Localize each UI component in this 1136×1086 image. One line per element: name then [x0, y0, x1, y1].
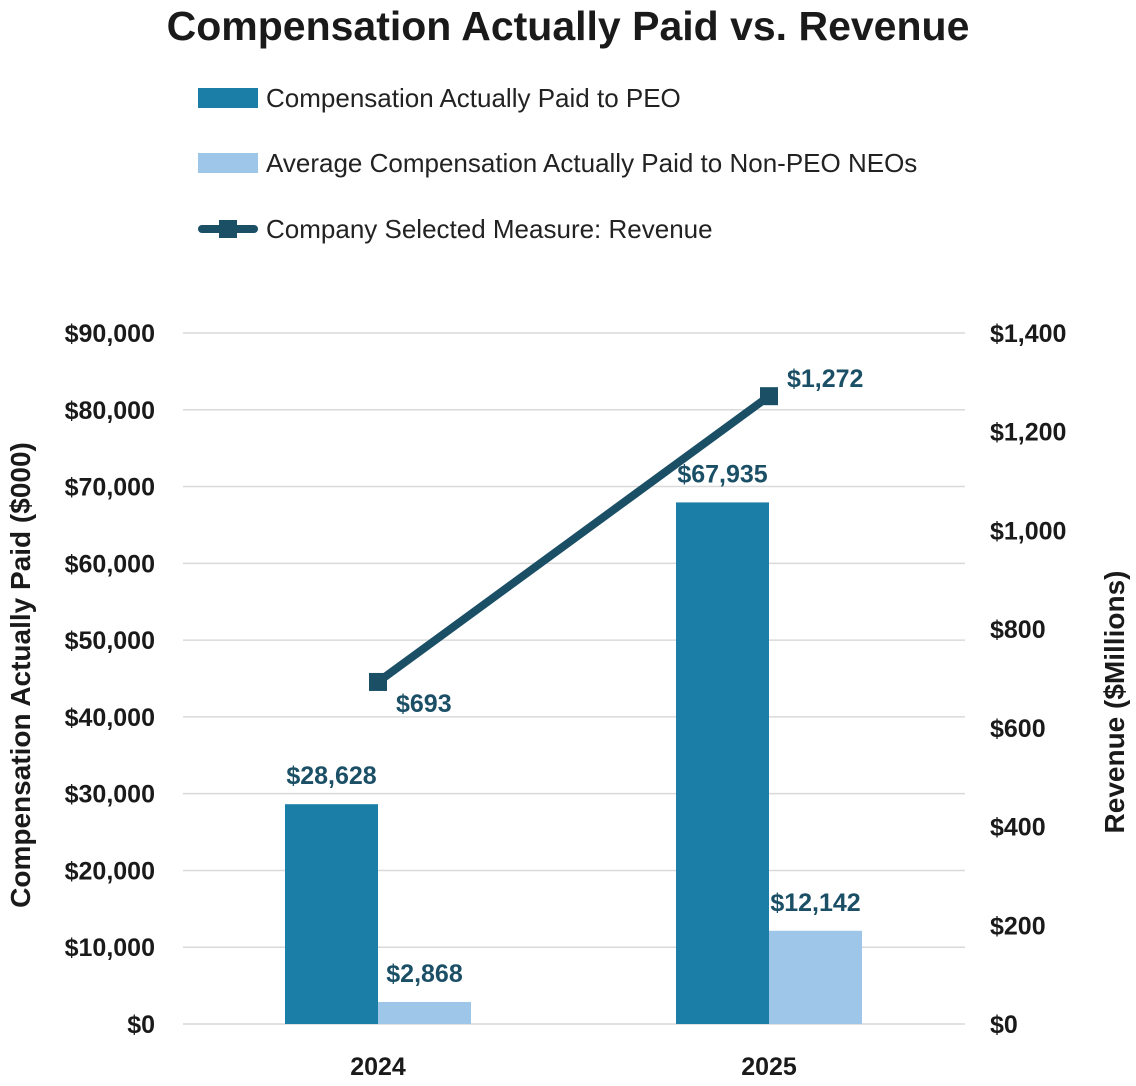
bar-data-label: $12,142: [770, 889, 860, 917]
left-tick-label: $20,000: [65, 857, 155, 885]
legend: Compensation Actually Paid to PEO Average…: [198, 83, 917, 244]
right-tick-label: $1,200: [990, 419, 1066, 447]
right-axis-ticks: $0 $200 $400 $600 $800 $1,000 $1,200 $1,400: [990, 320, 1066, 1039]
chart-title: Compensation Actually Paid vs. Revenue: [167, 3, 970, 49]
bar-average-compensation-actually-paid-to-non-peo-neos-2024: [378, 1001, 471, 1024]
legend-label: Average Compensation Actually Paid to No…: [266, 148, 917, 178]
left-tick-label: $50,000: [65, 627, 155, 655]
right-tick-label: $1,000: [990, 517, 1066, 545]
bar-data-label: $28,628: [286, 762, 376, 790]
left-tick-label: $70,000: [65, 474, 155, 502]
right-tick-label: $600: [990, 715, 1046, 743]
left-axis-ticks: $0 $10,000 $20,000 $30,000 $40,000 $50,000 $60…: [65, 320, 155, 1039]
legend-label: Compensation Actually Paid to PEO: [266, 83, 681, 113]
left-tick-label: $90,000: [65, 320, 155, 348]
left-tick-label: $0: [127, 1011, 155, 1039]
bars: [285, 502, 862, 1024]
left-tick-label: $30,000: [65, 781, 155, 809]
revenue-line-series: [369, 387, 778, 691]
left-tick-label: $60,000: [65, 550, 155, 578]
bar-compensation-actually-paid-to-peo-2024: [285, 804, 378, 1024]
x-tick-label: 2025: [741, 1053, 797, 1081]
right-tick-label: $200: [990, 912, 1046, 940]
left-tick-label: $80,000: [65, 397, 155, 425]
line-data-label: $693: [396, 690, 452, 718]
legend-marker-swatch: [219, 220, 237, 238]
bar-compensation-actually-paid-to-peo-2025: [676, 502, 769, 1024]
x-axis-ticks: 2024 2025: [350, 1053, 797, 1081]
right-tick-label: $0: [990, 1011, 1018, 1039]
bar-data-label: $2,868: [386, 960, 463, 988]
legend-swatch: [198, 153, 258, 173]
legend-item-average-compensation-actually-paid-to-non-peo-neos: Average Compensation Actually Paid to No…: [198, 148, 917, 178]
revenue-line: [374, 392, 773, 686]
left-axis-title: Compensation Actually Paid ($000): [5, 442, 36, 908]
x-tick-label: 2024: [350, 1053, 406, 1081]
revenue-marker-2024: [369, 672, 387, 691]
revenue-marker-2025: [760, 387, 778, 406]
legend-item-company-selected-measure-revenue: Company Selected Measure: Revenue: [198, 214, 713, 244]
bar-average-compensation-actually-paid-to-non-peo-neos-2025: [769, 930, 862, 1024]
right-tick-label: $1,400: [990, 320, 1066, 348]
bar-data-label: $67,935: [677, 460, 767, 488]
legend-swatch: [198, 88, 258, 108]
left-tick-label: $10,000: [65, 934, 155, 962]
legend-item-compensation-actually-paid-to-peo: Compensation Actually Paid to PEO: [198, 83, 681, 113]
data-labels: $28,628 $67,935 $2,868 $12,142 $693 $1,272: [286, 365, 863, 988]
left-tick-label: $40,000: [65, 704, 155, 732]
line-data-label: $1,272: [787, 365, 863, 393]
legend-label: Company Selected Measure: Revenue: [266, 214, 713, 244]
right-tick-label: $400: [990, 814, 1046, 842]
right-axis-title: Revenue ($Millions): [1099, 571, 1130, 834]
right-tick-label: $800: [990, 616, 1046, 644]
